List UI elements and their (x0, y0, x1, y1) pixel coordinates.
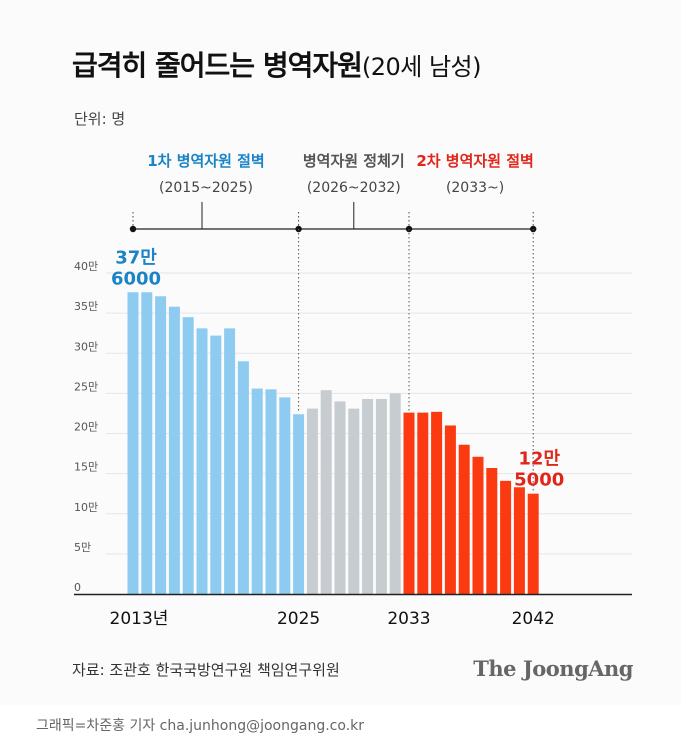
value-label: 5000 (514, 470, 564, 491)
brand-logo: The JoongAng (473, 656, 633, 681)
graphic-credit: 그래픽=차준홍 기자 cha.junhong@joongang.co.kr (36, 718, 365, 734)
unit-label: 단위: 명 (74, 110, 126, 128)
bar (320, 390, 332, 594)
y-tick-label: 10만 (74, 501, 98, 514)
value-label: 6000 (111, 268, 161, 289)
bar (362, 398, 374, 594)
bar (251, 388, 263, 594)
bar (444, 425, 456, 594)
value-label: 12만 (518, 449, 560, 470)
bar (293, 414, 305, 594)
y-tick-label: 40만 (74, 260, 98, 273)
y-tick-label: 15만 (74, 461, 98, 474)
bar (155, 296, 167, 594)
period-title: 병역자원 정체기 (303, 152, 405, 170)
x-tick-label: 2033 (387, 609, 430, 629)
bar (224, 328, 236, 594)
bar (182, 317, 194, 594)
bar-chart: 0 5만 10만 15만 20만 25만 30만 35만 40만 1차 병역자원 절벽 (2015~… (74, 152, 632, 629)
value-label: 37만 (115, 247, 157, 268)
page-title: 급격히 줄어드는 병역자원(20세 남성) (72, 44, 482, 84)
x-tick-label: 2025 (277, 609, 320, 629)
bar (375, 398, 387, 594)
bar (431, 411, 443, 594)
period-range: (2026~2032) (307, 180, 401, 196)
chart-subtitle: (20세 남성) (361, 53, 482, 81)
y-tick-label: 5만 (74, 541, 91, 554)
period-range: (2015~2025) (159, 180, 253, 196)
bar (500, 480, 512, 594)
bar (527, 493, 539, 594)
bar (348, 408, 360, 594)
x-tick-label: 2013년 (110, 609, 169, 629)
bar (403, 412, 415, 594)
bar (237, 361, 249, 594)
y-tick-label: 30만 (74, 340, 98, 353)
y-tick-label: 0 (74, 581, 81, 594)
bar (306, 408, 318, 594)
bar (389, 393, 401, 594)
bar (513, 487, 525, 594)
bar (486, 468, 498, 594)
x-tick-label: 2042 (512, 609, 555, 629)
bar (334, 401, 346, 594)
bar (141, 292, 153, 594)
period-range: (2033~) (446, 180, 504, 196)
bar (265, 389, 277, 594)
bar (458, 444, 470, 594)
timeline-dot (129, 225, 137, 233)
bar (417, 412, 429, 594)
bar (168, 306, 180, 594)
period-title: 1차 병역자원 절벽 (147, 152, 264, 170)
bar (210, 335, 222, 594)
bar (279, 397, 291, 594)
bar (127, 292, 139, 594)
bar (472, 456, 484, 594)
y-tick-label: 20만 (74, 421, 98, 434)
y-tick-label: 35만 (74, 300, 98, 313)
source-note: 자료: 조관호 한국국방연구원 책임연구위원 (72, 661, 340, 679)
bar (196, 328, 208, 594)
period-title: 2차 병역자원 절벽 (416, 152, 533, 170)
y-tick-label: 25만 (74, 380, 98, 393)
chart-title: 급격히 줄어드는 병역자원 (72, 49, 363, 82)
